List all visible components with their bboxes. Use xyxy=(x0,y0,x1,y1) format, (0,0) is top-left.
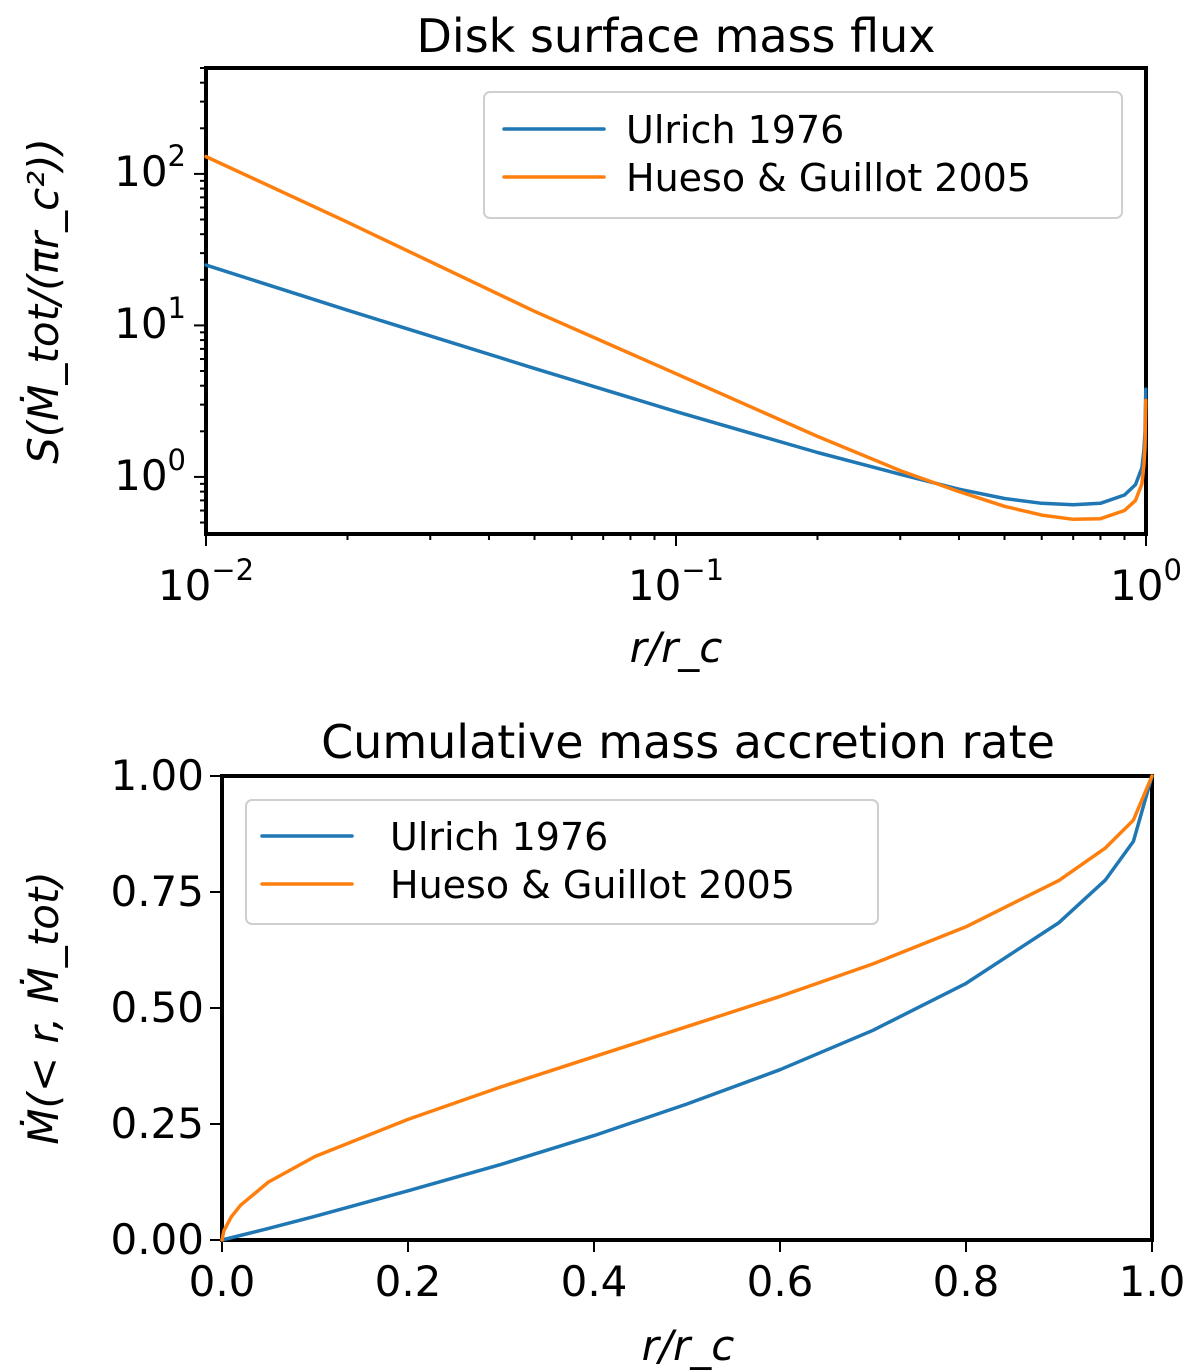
bottom-series-lines xyxy=(220,774,1154,1242)
bottom-x-tick-label-2: 0.4 xyxy=(561,1257,628,1306)
bottom-legend-box xyxy=(245,799,879,925)
top-y-tick-label-1e2: 102 xyxy=(114,139,186,196)
bottom-legend-label-ulrich: Ulrich 1976 xyxy=(390,815,608,859)
bottom-x-tick-label-1: 0.2 xyxy=(375,1257,442,1306)
top-x-axis-label: r/r_c xyxy=(630,623,723,672)
top-x-tick-label-1e-1: 10−1 xyxy=(628,553,724,610)
top-series-lines xyxy=(204,154,1148,522)
bottom-legend: Ulrich 1976 Hueso & Guillot 2005 xyxy=(245,799,879,925)
bottom-y-tick-label-2: 0.50 xyxy=(110,983,204,1032)
bottom-series-line-hueso xyxy=(220,774,1154,1242)
top-y-tick-label-1e1: 101 xyxy=(114,291,186,348)
bottom-y-tick-label-3: 0.75 xyxy=(110,867,204,916)
top-legend-label-hueso: Hueso & Guillot 2005 xyxy=(626,156,1031,200)
top-legend-label-ulrich: Ulrich 1976 xyxy=(626,108,844,152)
bottom-legend-label-hueso: Hueso & Guillot 2005 xyxy=(390,863,795,907)
bottom-x-tick-label-3: 0.6 xyxy=(747,1257,814,1306)
bottom-x-tick-label-4: 0.8 xyxy=(933,1257,1000,1306)
cumulative-accretion-panel: Cumulative mass accretion rate 0.0 0.2 0… xyxy=(18,715,1185,1370)
bottom-y-axis-label: Ṁ(< r, Ṁ_tot) xyxy=(18,871,68,1145)
top-minor-ticks xyxy=(194,67,1147,546)
top-legend-box xyxy=(483,91,1123,219)
top-y-tick-label-1e0: 100 xyxy=(114,443,186,500)
top-chart-title: Disk surface mass flux xyxy=(417,9,936,63)
top-x-tick-label-1e0: 100 xyxy=(1110,553,1182,610)
surface-flux-panel: Disk surface mass flux 10−2 10−1 100 100… xyxy=(18,9,1182,672)
bottom-chart-title: Cumulative mass accretion rate xyxy=(321,715,1055,769)
bottom-x-tick-label-5: 1.0 xyxy=(1119,1257,1186,1306)
bottom-y-tick-label-1: 0.25 xyxy=(110,1099,204,1148)
bottom-series-line-ulrich xyxy=(220,774,1154,1242)
top-y-axis-label: S(Ṁ_tot/(πr_c²)) xyxy=(18,138,68,464)
bottom-y-tick-label-4: 1.00 xyxy=(110,751,204,800)
bottom-x-axis-label: r/r_c xyxy=(642,1321,735,1370)
bottom-y-tick-label-0: 0.00 xyxy=(110,1215,204,1264)
top-x-tick-label-1e-2: 10−2 xyxy=(158,553,254,610)
top-legend: Ulrich 1976 Hueso & Guillot 2005 xyxy=(483,91,1123,219)
top-series-line-hueso xyxy=(204,154,1148,522)
bottom-ticks xyxy=(210,775,1153,1252)
top-series-line-ulrich xyxy=(204,263,1148,507)
bottom-x-tick-label-0: 0.0 xyxy=(189,1257,256,1306)
